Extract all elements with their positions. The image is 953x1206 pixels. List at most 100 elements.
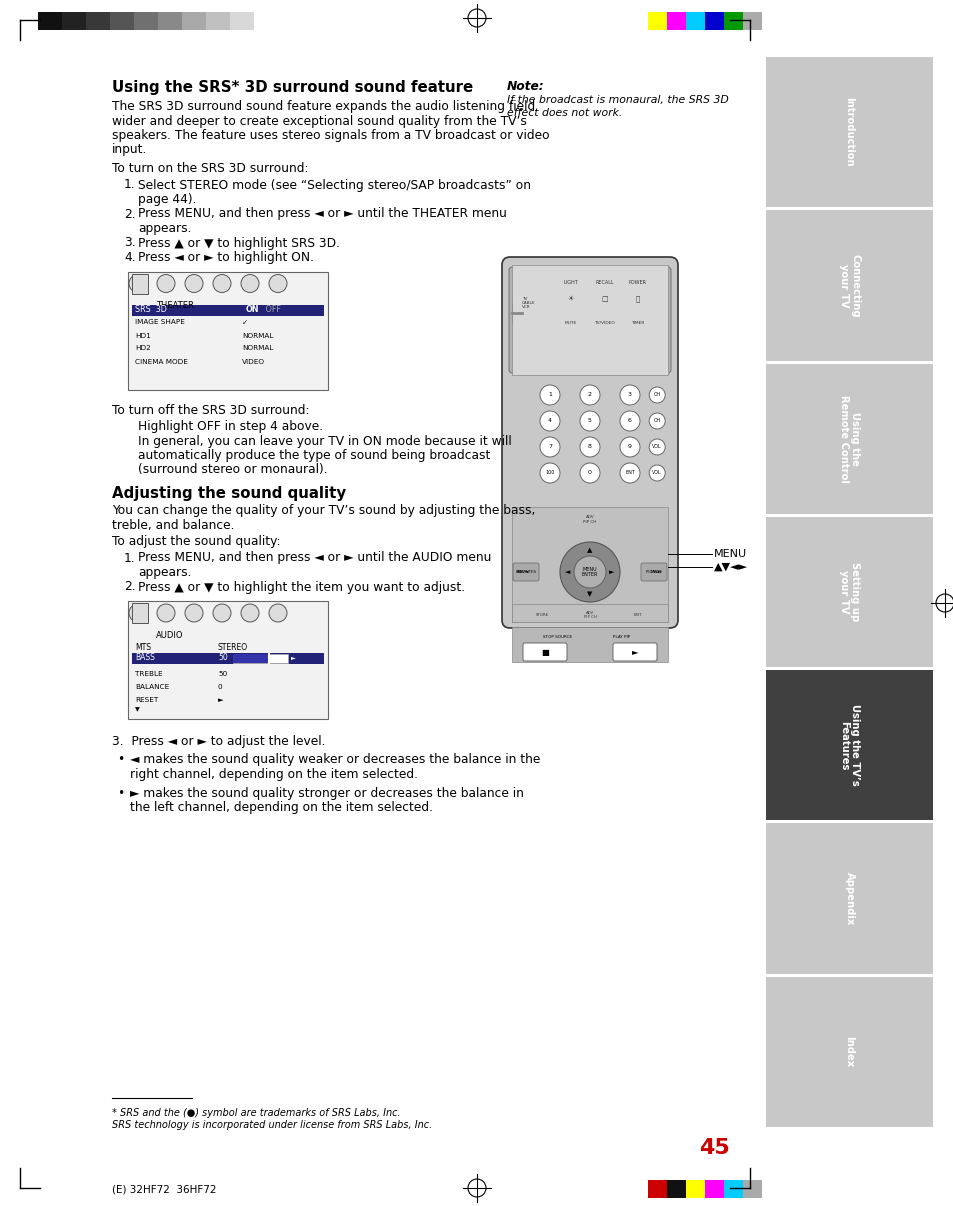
Text: (surround stereo or monaural).: (surround stereo or monaural). xyxy=(138,463,327,476)
Text: FAV►: FAV► xyxy=(650,570,661,574)
Text: RESET: RESET xyxy=(135,697,158,703)
Text: 50: 50 xyxy=(218,654,228,662)
Circle shape xyxy=(241,604,258,622)
Text: ■: ■ xyxy=(540,648,548,656)
Text: In general, you can leave your TV in ON mode because it will: In general, you can leave your TV in ON … xyxy=(138,434,511,447)
Circle shape xyxy=(241,275,258,293)
Circle shape xyxy=(628,289,646,308)
Bar xyxy=(233,654,269,663)
Text: PIC SIZE: PIC SIZE xyxy=(645,570,661,574)
Text: 7: 7 xyxy=(547,445,552,450)
Text: ◄ makes the sound quality weaker or decreases the balance in the: ◄ makes the sound quality weaker or decr… xyxy=(130,754,539,767)
Text: MUTE: MUTE xyxy=(564,321,577,324)
Text: Index: Index xyxy=(843,1036,854,1067)
Text: TIMER: TIMER xyxy=(631,321,644,324)
Bar xyxy=(233,654,288,663)
Circle shape xyxy=(213,275,231,293)
Text: FAV◄: FAV◄ xyxy=(517,570,529,574)
Text: Press MENU, and then press ◄ or ► until the AUDIO menu: Press MENU, and then press ◄ or ► until … xyxy=(138,551,491,564)
Text: Using the TV’s
Features: Using the TV’s Features xyxy=(838,704,860,786)
Text: BASS: BASS xyxy=(135,654,154,662)
Text: the left channel, depending on the item selected.: the left channel, depending on the item … xyxy=(130,801,433,814)
Text: Press ▲ or ▼ to highlight SRS 3D.: Press ▲ or ▼ to highlight SRS 3D. xyxy=(138,236,339,250)
Text: 2.: 2. xyxy=(124,207,135,221)
Bar xyxy=(133,12,158,30)
Text: If the broadcast is monaural, the SRS 3D: If the broadcast is monaural, the SRS 3D xyxy=(506,94,728,105)
Circle shape xyxy=(269,604,287,622)
Bar xyxy=(685,12,704,30)
Text: ✓: ✓ xyxy=(242,320,248,326)
FancyBboxPatch shape xyxy=(513,563,538,581)
Text: ▲▼◄►: ▲▼◄► xyxy=(713,562,747,572)
Text: CH: CH xyxy=(653,418,660,423)
Text: SRS  3D: SRS 3D xyxy=(135,305,167,314)
FancyBboxPatch shape xyxy=(501,257,678,628)
Circle shape xyxy=(561,330,579,349)
Bar xyxy=(765,517,932,667)
Text: Connecting
your TV: Connecting your TV xyxy=(838,253,860,317)
Text: □: □ xyxy=(600,295,607,302)
Text: 2: 2 xyxy=(587,392,592,398)
Bar xyxy=(723,12,742,30)
Bar xyxy=(704,12,723,30)
Text: 4.: 4. xyxy=(124,251,135,264)
Text: ►: ► xyxy=(291,656,295,661)
Circle shape xyxy=(579,437,599,457)
Text: Using the SRS* 3D surround sound feature: Using the SRS* 3D surround sound feature xyxy=(112,80,473,95)
Bar xyxy=(742,12,761,30)
Text: VOL: VOL xyxy=(652,470,661,475)
Text: ► makes the sound quality stronger or decreases the balance in: ► makes the sound quality stronger or de… xyxy=(130,786,523,800)
Circle shape xyxy=(649,387,664,403)
Text: AUDIO: AUDIO xyxy=(156,631,183,640)
Text: ►: ► xyxy=(631,648,638,656)
Text: Press ◄ or ► to highlight ON.: Press ◄ or ► to highlight ON. xyxy=(138,251,314,264)
Text: Using the
Remote Control: Using the Remote Control xyxy=(838,394,860,482)
Bar xyxy=(132,304,324,316)
Text: ⏻: ⏻ xyxy=(636,295,639,303)
Text: 50: 50 xyxy=(218,671,227,677)
Text: 0: 0 xyxy=(587,470,591,475)
Bar xyxy=(512,627,667,662)
Text: * SRS and the (●) symbol are trademarks of SRS Labs, Inc.: * SRS and the (●) symbol are trademarks … xyxy=(112,1108,400,1118)
Text: BALANCE: BALANCE xyxy=(135,684,169,690)
Text: 4: 4 xyxy=(547,418,552,423)
Text: 1.: 1. xyxy=(124,178,135,192)
Text: 3: 3 xyxy=(627,392,631,398)
Bar xyxy=(765,210,932,361)
Bar xyxy=(132,652,324,665)
Text: (E) 32HF72  36HF72: (E) 32HF72 36HF72 xyxy=(112,1185,216,1195)
Text: treble, and balance.: treble, and balance. xyxy=(112,519,234,532)
Bar xyxy=(230,12,253,30)
Text: MENU: MENU xyxy=(713,549,746,560)
Bar xyxy=(685,1179,704,1198)
Bar xyxy=(742,1179,761,1198)
Circle shape xyxy=(539,437,559,457)
Text: THEATER: THEATER xyxy=(156,302,193,310)
Text: •: • xyxy=(117,754,124,767)
Circle shape xyxy=(579,411,599,431)
Circle shape xyxy=(595,330,613,349)
Text: 8: 8 xyxy=(587,445,591,450)
Circle shape xyxy=(649,466,664,481)
Text: To turn off the SRS 3D surround:: To turn off the SRS 3D surround: xyxy=(112,404,309,416)
FancyBboxPatch shape xyxy=(522,643,566,661)
Circle shape xyxy=(619,411,639,431)
Text: 1: 1 xyxy=(547,392,552,398)
Text: NORMAL: NORMAL xyxy=(242,345,274,351)
Bar xyxy=(132,603,148,624)
Text: To adjust the sound quality:: To adjust the sound quality: xyxy=(112,535,280,548)
Text: automatically produce the type of sound being broadcast: automatically produce the type of sound … xyxy=(138,449,490,462)
Text: 100: 100 xyxy=(545,470,554,475)
Circle shape xyxy=(539,411,559,431)
Text: MTS: MTS xyxy=(135,643,151,652)
Circle shape xyxy=(157,275,174,293)
Bar xyxy=(110,12,133,30)
Bar xyxy=(512,303,521,323)
Text: LIGHT: LIGHT xyxy=(563,280,578,285)
Text: HD1: HD1 xyxy=(135,333,151,339)
Text: CINEMA MODE: CINEMA MODE xyxy=(135,358,188,364)
Bar xyxy=(666,1179,685,1198)
Text: ☀: ☀ xyxy=(567,295,574,302)
Text: MENU
ENTER: MENU ENTER xyxy=(581,567,598,578)
Bar xyxy=(647,12,666,30)
